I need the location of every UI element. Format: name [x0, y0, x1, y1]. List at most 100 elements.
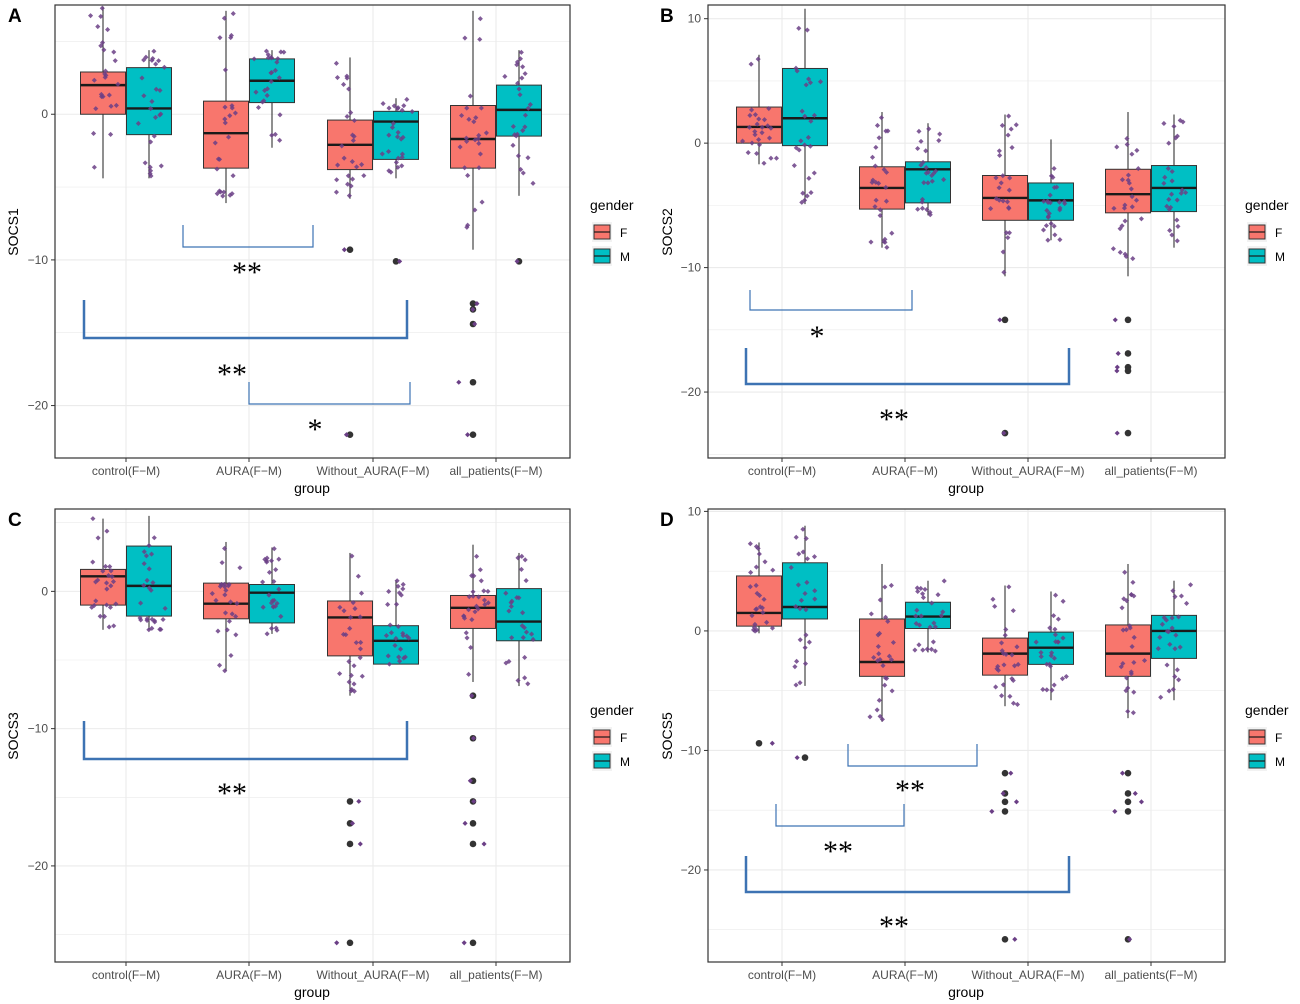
- jitter-point: [812, 588, 818, 594]
- legend-item-f: F: [592, 727, 627, 747]
- x-axis-title: group: [294, 984, 330, 1000]
- significance-bracket: **: [744, 348, 1071, 436]
- jitter-point: [873, 179, 879, 185]
- jitter-point: [1053, 592, 1059, 598]
- jitter-point: [1131, 659, 1137, 666]
- jitter-point: [1046, 210, 1052, 216]
- jitter-point: [399, 151, 405, 157]
- jitter-point: [1012, 936, 1018, 942]
- outlier-point: [1124, 367, 1132, 375]
- jitter-point: [388, 630, 394, 636]
- jitter-point: [1114, 364, 1120, 370]
- jitter-point: [753, 582, 759, 588]
- y-tick-label: 10: [688, 12, 702, 26]
- jitter-point: [888, 582, 894, 588]
- jitter-point: [513, 133, 519, 139]
- box-m-3: [373, 98, 419, 265]
- jitter-point: [1005, 235, 1011, 241]
- jitter-point: [151, 133, 157, 139]
- outlier-point: [755, 739, 763, 747]
- jitter-point: [386, 661, 392, 667]
- y-tick-label: −10: [28, 253, 49, 267]
- jitter-point: [269, 55, 275, 61]
- legend-item-m: M: [1247, 751, 1285, 771]
- jitter-point: [1166, 140, 1172, 146]
- jitter-point: [471, 798, 477, 804]
- y-tick-label: 0: [694, 136, 701, 150]
- jitter-point: [930, 639, 936, 645]
- jitter-point: [797, 606, 803, 612]
- x-tick-label: control(F−M): [92, 464, 160, 478]
- jitter-point: [525, 681, 531, 687]
- jitter-point: [335, 162, 341, 168]
- jitter-point: [1044, 661, 1050, 667]
- jitter-point: [875, 643, 881, 650]
- jitter-point: [1002, 632, 1008, 638]
- box-m-4: [496, 552, 542, 687]
- outlier-point: [1001, 769, 1009, 777]
- jitter-point: [462, 35, 468, 41]
- jitter-point: [523, 629, 530, 635]
- panel-letter: A: [8, 6, 22, 27]
- jitter-point: [519, 623, 525, 629]
- box-iqr: [859, 618, 905, 677]
- jitter-point: [1043, 223, 1049, 229]
- x-tick-label: Without_AURA(F−M): [971, 968, 1084, 982]
- jitter-point: [1041, 198, 1047, 204]
- jitter-point: [1012, 663, 1018, 669]
- jitter-point: [522, 124, 528, 130]
- jitter-point: [273, 567, 279, 573]
- jitter-point: [927, 212, 933, 218]
- jitter-point: [470, 735, 477, 741]
- jitter-point: [935, 592, 941, 598]
- jitter-point: [1166, 206, 1172, 212]
- jitter-point: [214, 191, 220, 197]
- jitter-point: [479, 199, 485, 205]
- jitter-point: [465, 432, 471, 438]
- jitter-point: [395, 155, 401, 161]
- jitter-point: [406, 635, 412, 641]
- jitter-point: [1184, 600, 1190, 606]
- plot-frame: [707, 508, 1226, 963]
- jitter-point: [481, 588, 487, 594]
- legend-item-m: M: [592, 246, 630, 266]
- jitter-point: [1052, 232, 1058, 238]
- outlier-point: [1124, 790, 1132, 797]
- jitter-point: [459, 112, 465, 119]
- outlier-point: [469, 840, 477, 848]
- jitter-point: [1167, 641, 1173, 647]
- jitter-point: [1158, 694, 1164, 700]
- legend: gender FM: [590, 197, 634, 266]
- jitter-point: [1127, 936, 1133, 942]
- jitter-point: [1128, 592, 1134, 598]
- jitter-point: [1062, 201, 1068, 207]
- jitter-point: [794, 755, 800, 761]
- jitter-point: [871, 654, 877, 661]
- jitter-point: [1122, 202, 1128, 208]
- jitter-point: [800, 190, 806, 196]
- box-iqr: [373, 110, 419, 160]
- jitter-point: [111, 623, 117, 629]
- jitter-point: [769, 740, 775, 746]
- jitter-point: [148, 173, 154, 179]
- jitter-point: [518, 566, 524, 572]
- jitter-point: [1004, 199, 1010, 205]
- jitter-point: [1047, 192, 1053, 198]
- y-tick-label: 10: [688, 504, 702, 518]
- jitter-point: [998, 640, 1005, 646]
- jitter-point: [1119, 605, 1125, 611]
- x-tick-label: Without_AURA(F−M): [316, 464, 429, 478]
- box-m-1: [126, 515, 172, 630]
- box-f-2: [859, 112, 905, 248]
- jitter-point: [1010, 608, 1016, 614]
- jitter-point: [918, 162, 924, 168]
- box-f-3: [982, 585, 1028, 943]
- jitter-point: [932, 648, 938, 654]
- jitter-point: [884, 244, 890, 250]
- jitter-point: [214, 166, 220, 172]
- jitter-point: [1051, 682, 1057, 688]
- jitter-point: [349, 553, 355, 559]
- jitter-point: [515, 677, 521, 684]
- jitter-point: [1169, 191, 1175, 197]
